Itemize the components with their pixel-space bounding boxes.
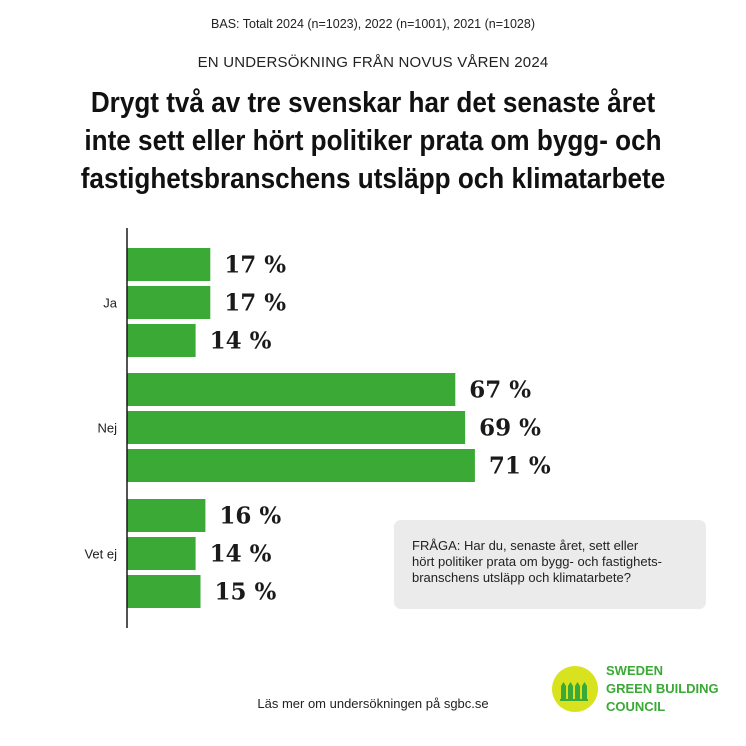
sgbc-logo: SWEDEN GREEN BUILDING COUNCIL	[552, 662, 722, 722]
logo-emblem	[552, 666, 598, 712]
bar	[127, 324, 196, 357]
category-label: Ja	[103, 296, 118, 311]
question-line: branschens utsläpp och klimatarbete?	[412, 570, 631, 585]
bar	[127, 248, 211, 281]
bar-value-label: 14 %	[210, 328, 272, 355]
buildings-icon	[560, 682, 588, 701]
question-line: FRÅGA: Har du, senaste året, sett eller	[412, 538, 639, 553]
bar	[127, 373, 456, 406]
category-label: Nej	[97, 421, 117, 436]
bar-value-label: 17 %	[224, 290, 286, 317]
bar-value-label: 14 %	[210, 541, 272, 568]
logo-line: SWEDEN	[606, 663, 664, 678]
bar-value-label: 17 %	[224, 252, 286, 279]
survey-note: EN UNDERSÖKNING FRÅN NOVUS VÅREN 2024	[197, 54, 549, 71]
logo-line: GREEN BUILDING	[606, 681, 719, 696]
title-line: inte sett eller hört politiker prata om …	[84, 125, 662, 157]
question-line: hört politiker prata om bygg- och fastig…	[412, 554, 663, 569]
bar-value-label: 69 %	[479, 415, 541, 442]
bar	[127, 449, 475, 482]
bar	[127, 411, 466, 444]
title-line: Drygt två av tre svenskar har det senast…	[90, 87, 656, 119]
bar-value-label: 15 %	[215, 579, 277, 606]
bar	[127, 575, 201, 608]
bar	[127, 499, 206, 532]
bar-value-label: 71 %	[489, 453, 551, 480]
base-note: BAS: Totalt 2024 (n=1023), 2022 (n=1001)…	[211, 17, 535, 31]
title-line: fastighetsbranschens utsläpp och klimata…	[80, 163, 666, 195]
logo-line: COUNCIL	[606, 699, 666, 714]
bar	[127, 537, 196, 570]
footer-link-text: Läs mer om undersökningen på sgbc.se	[257, 696, 489, 711]
bar	[127, 286, 211, 319]
chart-title: Drygt två av tre svenskar har det senast…	[64, 84, 681, 198]
category-label: Vet ej	[84, 547, 117, 562]
bar-value-label: 16 %	[219, 503, 281, 530]
bar-value-label: 67 %	[469, 377, 531, 404]
question-box: FRÅGA: Har du, senaste året, sett eller …	[394, 520, 706, 609]
logo-wordmark: SWEDEN GREEN BUILDING COUNCIL	[606, 662, 719, 716]
